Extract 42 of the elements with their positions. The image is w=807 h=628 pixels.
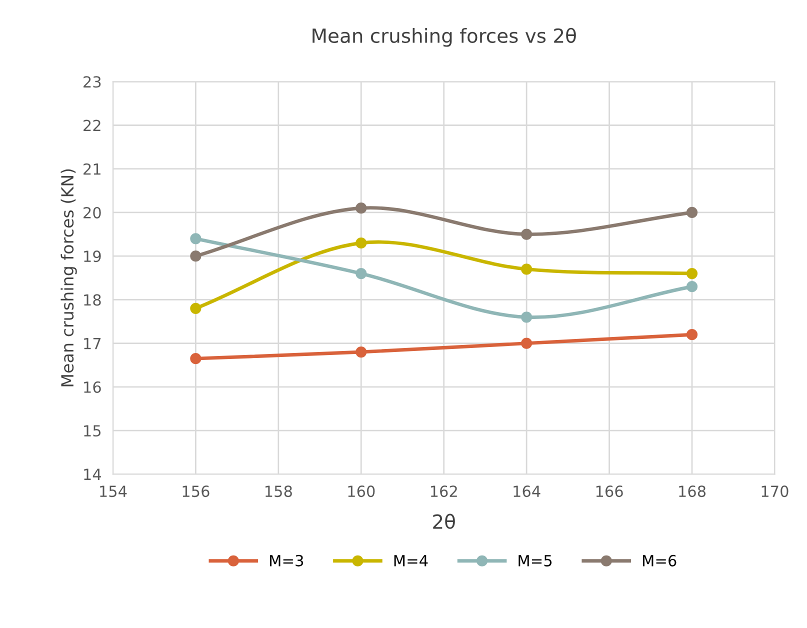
y-tick-label: 15 <box>84 425 101 437</box>
x-tick-label: 162 <box>430 486 457 498</box>
y-tick-label: 19 <box>84 250 101 262</box>
y-tick-label: 16 <box>84 381 101 393</box>
point <box>190 353 202 364</box>
point <box>686 268 698 280</box>
point <box>356 237 367 249</box>
point <box>686 329 698 340</box>
chart-title: Mean crushing forces vs 2θ <box>312 28 576 47</box>
x-axis-title: 2θ <box>433 514 455 529</box>
x-tick-label: 168 <box>679 486 706 498</box>
point <box>190 233 202 244</box>
point <box>356 202 367 214</box>
legend-label: M=6 <box>643 554 676 566</box>
legend-label: M=3 <box>270 554 304 566</box>
y-tick-label: 14 <box>84 468 102 480</box>
x-tick-label: 158 <box>266 486 292 498</box>
x-tick-label: 166 <box>596 486 623 498</box>
point <box>686 281 698 292</box>
point <box>190 302 202 314</box>
y-tick-label: 22 <box>84 120 100 132</box>
point <box>356 268 367 280</box>
y-tick-label: 18 <box>84 294 101 306</box>
point <box>521 312 532 323</box>
x-tick-label: 156 <box>182 486 210 498</box>
point <box>521 264 532 275</box>
point <box>190 250 202 262</box>
point <box>686 206 698 218</box>
y-tick-label: 23 <box>84 76 101 88</box>
y-tick-label: 17 <box>84 338 101 350</box>
y-tick-label: 21 <box>84 163 100 175</box>
x-tick-label: 170 <box>762 486 788 498</box>
legend-label: M=4 <box>394 555 428 566</box>
x-tick-label: 154 <box>100 486 127 498</box>
point <box>521 228 532 240</box>
point <box>356 346 367 358</box>
y-tick-label: 20 <box>84 206 101 218</box>
x-tick-label: 164 <box>514 486 540 498</box>
legend-label: M=5 <box>518 555 552 566</box>
point <box>521 338 532 349</box>
y-axis-title: Mean crushing forces (KN) <box>60 169 77 386</box>
x-tick-label: 160 <box>348 486 375 498</box>
